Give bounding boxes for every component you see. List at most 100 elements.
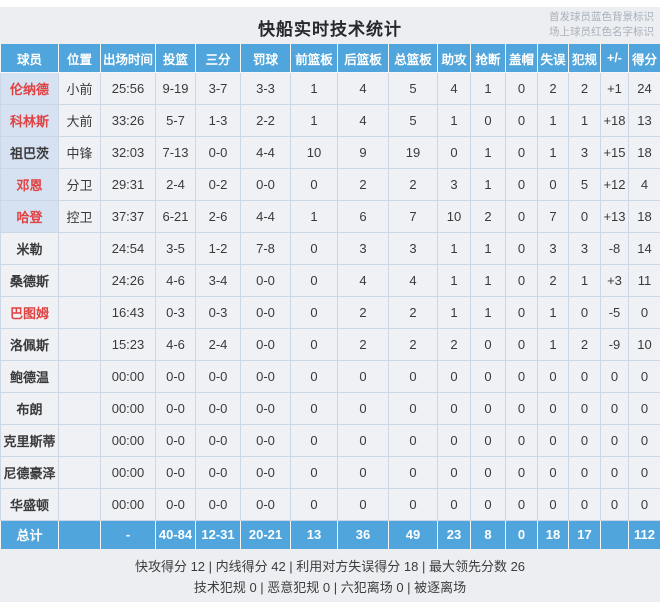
stat-cell: 0 xyxy=(290,424,338,457)
top-strip xyxy=(0,0,660,7)
stat-cell: 0 xyxy=(628,360,660,393)
stat-cell: 1 xyxy=(470,264,506,297)
stat-cell: 中锋 xyxy=(58,136,101,169)
table-row: 华盛顿 00:00 0-0 0-0 0-0 0 0 0 0 0 0 0 0 0 0 xyxy=(0,488,660,521)
column-header: 罚球 xyxy=(240,44,291,73)
column-header: +/- xyxy=(600,44,629,73)
stat-cell: 0 xyxy=(290,392,338,425)
stat-cell: 0 xyxy=(505,136,538,169)
stat-cell: 00:00 xyxy=(100,456,156,489)
stat-cell: 0 xyxy=(568,360,601,393)
stat-cell: 0 xyxy=(505,296,538,329)
page-title: 快船实时技术统计 xyxy=(258,20,402,39)
stat-cell: 0 xyxy=(537,488,569,521)
stat-cell: 1-2 xyxy=(195,232,241,265)
player-name: 鲍德温 xyxy=(0,360,59,393)
stat-cell: 10 xyxy=(437,200,471,233)
stat-cell: 0 xyxy=(505,328,538,361)
stat-cell: 4 xyxy=(337,264,389,297)
header-row: 球员 位置 出场时间 投篮 三分 罚球 前篮板 后篮板 总篮板 助攻 抢断 盖帽 失误 犯规 +/- 得分 xyxy=(0,44,660,73)
column-header: 助攻 xyxy=(437,44,471,73)
stat-cell: 0-0 xyxy=(155,456,196,489)
stat-cell: 0 xyxy=(337,456,389,489)
stat-cell: 10 xyxy=(290,136,338,169)
player-name: 克里斯蒂 xyxy=(0,424,59,457)
stat-cell: 2 xyxy=(568,328,601,361)
stat-cell: 大前 xyxy=(58,104,101,137)
table-row: 洛佩斯 15:23 4-6 2-4 0-0 0 2 2 2 0 0 1 2 -9 10 xyxy=(0,328,660,361)
stat-cell: 3 xyxy=(437,168,471,201)
stat-cell: 0 xyxy=(628,424,660,457)
stat-cell: 4 xyxy=(337,72,389,105)
player-name: 邓恩 xyxy=(0,168,59,201)
stat-cell: 0-0 xyxy=(155,424,196,457)
player-name: 科林斯 xyxy=(0,104,59,137)
stat-cell: 2-4 xyxy=(195,328,241,361)
stat-cell: 1 xyxy=(470,136,506,169)
stat-cell: 37:37 xyxy=(100,200,156,233)
stat-cell: 0-0 xyxy=(195,424,241,457)
stat-cell: 24 xyxy=(628,72,660,105)
player-name: 巴图姆 xyxy=(0,296,59,329)
table-row: 伦纳德 小前 25:56 9-19 3-7 3-3 1 4 5 4 1 0 2 2 +1 24 xyxy=(0,72,660,105)
stat-cell: 14 xyxy=(628,232,660,265)
total-row: 总计 -40-84 12-31 20-21 13 36 49 23 8 0 18 17 112 xyxy=(0,520,660,549)
stat-cell: 0 xyxy=(470,392,506,425)
stat-cell: 3 xyxy=(537,232,569,265)
total-stat-cell: 0 xyxy=(505,520,538,549)
stat-cell: 1 xyxy=(290,104,338,137)
stat-cell xyxy=(58,360,101,393)
stat-cell: 0-0 xyxy=(240,424,291,457)
stat-cell: 5-7 xyxy=(155,104,196,137)
stat-cell: 9 xyxy=(337,136,389,169)
stat-cell: 0 xyxy=(437,136,471,169)
stat-cell: 33:26 xyxy=(100,104,156,137)
stat-cell: 2 xyxy=(337,296,389,329)
player-name: 洛佩斯 xyxy=(0,328,59,361)
stat-cell: 0-0 xyxy=(195,488,241,521)
stat-cell xyxy=(58,296,101,329)
stat-cell: 1 xyxy=(537,104,569,137)
stat-cell: 0 xyxy=(600,392,629,425)
stat-cell: 0 xyxy=(505,424,538,457)
footer-fouls-line: 技术犯规 0 | 恶意犯规 0 | 六犯离场 0 | 被逐离场 xyxy=(193,579,467,595)
stat-cell: 1 xyxy=(290,72,338,105)
stat-cell: 00:00 xyxy=(100,392,156,425)
stat-cell xyxy=(58,488,101,521)
stat-cell: 10 xyxy=(628,328,660,361)
stat-cell: 4-4 xyxy=(240,136,291,169)
stat-cell: 0-0 xyxy=(195,392,241,425)
stat-cell: 0 xyxy=(437,488,471,521)
stat-cell: 0 xyxy=(505,72,538,105)
stat-cell: 0 xyxy=(290,328,338,361)
table-row: 鲍德温 00:00 0-0 0-0 0-0 0 0 0 0 0 0 0 0 0 0 xyxy=(0,360,660,393)
stat-cell: 0 xyxy=(337,488,389,521)
stat-cell: 24:54 xyxy=(100,232,156,265)
total-stat-cell: 12-31 xyxy=(195,520,241,549)
team-stats-footer: 快攻得分 12 | 内线得分 42 | 利用对方失误得分 18 | 最大领先分数… xyxy=(0,549,660,598)
stat-cell: 分卫 xyxy=(58,168,101,201)
stat-cell: 19 xyxy=(388,136,438,169)
stat-cell: 0 xyxy=(337,424,389,457)
total-stat-cell: 23 xyxy=(437,520,471,549)
column-header: 犯规 xyxy=(568,44,601,73)
player-name: 祖巴茨 xyxy=(0,136,59,169)
stat-cell: 0 xyxy=(628,392,660,425)
stat-cell: 0 xyxy=(290,232,338,265)
stats-table: 球员 位置 出场时间 投篮 三分 罚球 前篮板 后篮板 总篮板 助攻 抢断 盖帽 失误 犯规 +/- 得分 伦… xyxy=(0,44,660,549)
stat-cell: 0 xyxy=(505,488,538,521)
stat-cell: 25:56 xyxy=(100,72,156,105)
stat-cell: 0 xyxy=(470,424,506,457)
stat-cell: 0-0 xyxy=(195,136,241,169)
stat-cell: 3 xyxy=(568,136,601,169)
stat-cell: 0 xyxy=(568,296,601,329)
stat-cell: 1 xyxy=(568,264,601,297)
stat-cell: 4 xyxy=(628,168,660,201)
stat-cell: 0 xyxy=(537,392,569,425)
stat-cell: -5 xyxy=(600,296,629,329)
column-header: 盖帽 xyxy=(505,44,538,73)
stat-cell: 0 xyxy=(628,488,660,521)
column-header: 总篮板 xyxy=(388,44,438,73)
table-row: 邓恩 分卫 29:31 2-4 0-2 0-0 0 2 2 3 1 0 0 5 +12 4 xyxy=(0,168,660,201)
stat-cell: 2 xyxy=(388,296,438,329)
